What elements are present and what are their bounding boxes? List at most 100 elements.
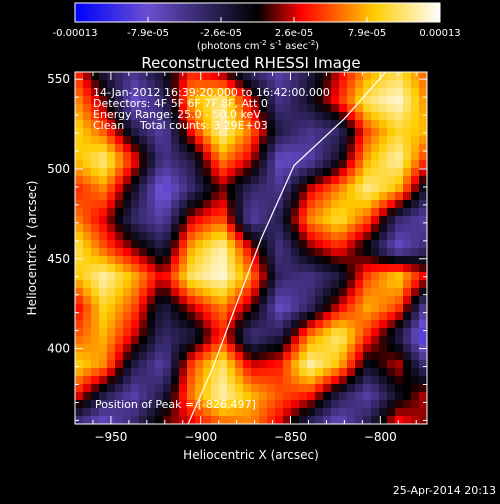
heatmap-cell <box>243 104 252 113</box>
heatmap-cell <box>99 328 108 337</box>
heatmap-cell <box>299 192 308 201</box>
heatmap-cell <box>235 96 244 105</box>
heatmap-cell <box>131 136 140 145</box>
heatmap-cell <box>387 112 396 121</box>
heatmap-cell <box>107 88 116 97</box>
heatmap-cell <box>347 200 356 209</box>
heatmap-cell <box>259 80 268 89</box>
heatmap-cell <box>387 360 396 369</box>
heatmap-cell <box>403 224 412 233</box>
heatmap-cell <box>99 160 108 169</box>
heatmap-cell <box>339 304 348 313</box>
peak-position-label: Position of Peak = [-826,497] <box>95 398 256 411</box>
heatmap-cell <box>339 264 348 273</box>
heatmap-cell <box>243 416 252 424</box>
heatmap-cell <box>211 96 220 105</box>
heatmap-cell <box>307 360 316 369</box>
heatmap-cell <box>419 264 427 273</box>
heatmap-cell <box>419 120 427 129</box>
heatmap-cell <box>291 312 300 321</box>
heatmap-cell <box>339 336 348 345</box>
heatmap-cell <box>107 280 116 289</box>
heatmap-cell <box>267 216 276 225</box>
heatmap-cell <box>339 272 348 281</box>
heatmap-cell <box>91 320 100 329</box>
heatmap-cell <box>283 120 292 129</box>
heatmap-cell <box>115 184 124 193</box>
heatmap-cell <box>91 128 100 137</box>
heatmap-cell <box>83 248 92 257</box>
heatmap-cell <box>283 288 292 297</box>
heatmap-cell <box>403 240 412 249</box>
heatmap-cell <box>227 400 236 409</box>
heatmap-cell <box>291 272 300 281</box>
heatmap-cell <box>371 120 380 129</box>
heatmap-cell <box>179 120 188 129</box>
heatmap-cell <box>387 152 396 161</box>
heatmap-cell <box>275 320 284 329</box>
heatmap-cell <box>403 160 412 169</box>
heatmap-cell <box>259 376 268 385</box>
heatmap-cell <box>203 352 212 361</box>
heatmap-cell <box>235 248 244 257</box>
heatmap-cell <box>131 304 140 313</box>
heatmap-cell <box>187 96 196 105</box>
heatmap-cell <box>411 80 420 89</box>
heatmap-cell <box>419 152 427 161</box>
heatmap-cell <box>299 256 308 265</box>
heatmap-cell <box>75 256 84 265</box>
heatmap-cell <box>259 232 268 241</box>
heatmap-cell <box>267 320 276 329</box>
heatmap-cell <box>259 392 268 401</box>
heatmap-cell <box>275 200 284 209</box>
heatmap-cell <box>259 208 268 217</box>
heatmap-cell <box>315 272 324 281</box>
heatmap-cell <box>259 72 268 81</box>
heatmap-cell <box>355 272 364 281</box>
heatmap-cell <box>355 96 364 105</box>
heatmap-cell <box>395 328 404 337</box>
heatmap-cell <box>195 360 204 369</box>
heatmap-cell <box>195 144 204 153</box>
heatmap-cell <box>419 176 427 185</box>
heatmap-cell <box>411 168 420 177</box>
heatmap-cell <box>395 408 404 417</box>
heatmap-cell <box>347 192 356 201</box>
heatmap-cell <box>147 280 156 289</box>
heatmap-cell <box>179 80 188 89</box>
heatmap-cell <box>259 344 268 353</box>
heatmap-cell <box>283 96 292 105</box>
heatmap-cell <box>139 152 148 161</box>
heatmap-cell <box>323 280 332 289</box>
heatmap-cell <box>187 88 196 97</box>
heatmap-cell <box>291 256 300 265</box>
heatmap-cell <box>163 280 172 289</box>
heatmap-cell <box>211 152 220 161</box>
heatmap-cell <box>123 312 132 321</box>
heatmap-cell <box>387 80 396 89</box>
heatmap-cell <box>251 80 260 89</box>
heatmap-cell <box>315 352 324 361</box>
heatmap-cell <box>315 152 324 161</box>
heatmap-cell <box>403 120 412 129</box>
heatmap-cell <box>291 200 300 209</box>
heatmap-cell <box>91 232 100 241</box>
heatmap-cell <box>235 272 244 281</box>
heatmap-cell <box>187 192 196 201</box>
heatmap-cell <box>371 256 380 265</box>
heatmap-cell <box>403 200 412 209</box>
heatmap-cell <box>83 216 92 225</box>
heatmap-cell <box>131 312 140 321</box>
heatmap-cell <box>203 312 212 321</box>
heatmap-cell <box>331 280 340 289</box>
heatmap-cell <box>379 184 388 193</box>
heatmap-cell <box>379 152 388 161</box>
heatmap-cell <box>171 120 180 129</box>
heatmap-cell <box>155 344 164 353</box>
heatmap-cell <box>131 88 140 97</box>
heatmap-cell <box>219 400 228 409</box>
heatmap-cell <box>147 352 156 361</box>
heatmap-cell <box>227 112 236 121</box>
heatmap-cell <box>203 416 212 424</box>
heatmap-cell <box>235 176 244 185</box>
